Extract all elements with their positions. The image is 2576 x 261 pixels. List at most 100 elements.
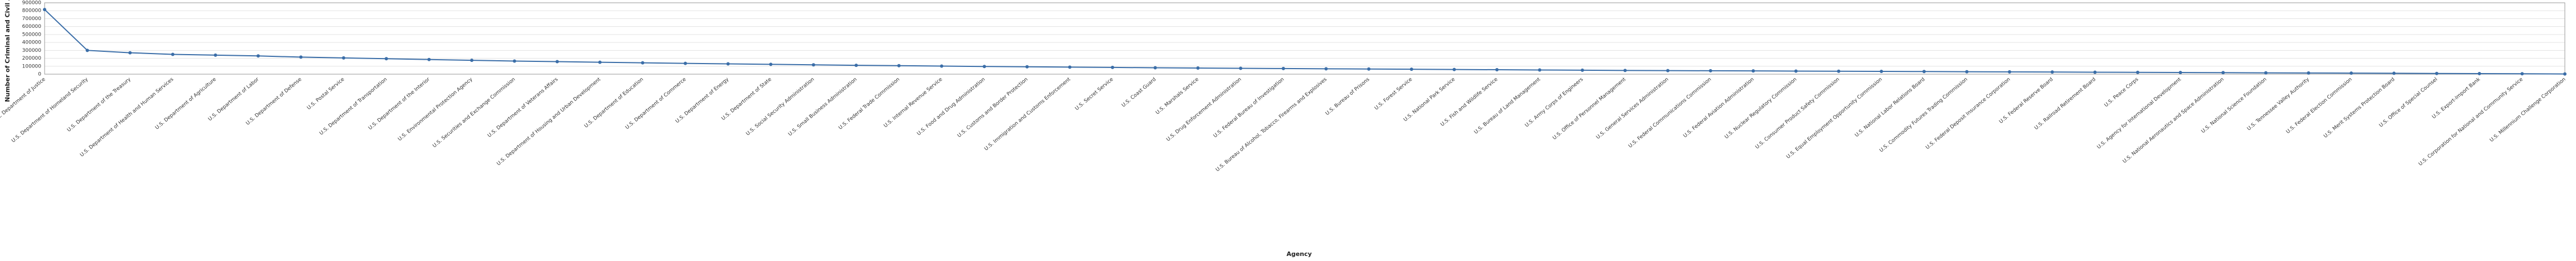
point — [2178, 71, 2182, 75]
point — [2435, 71, 2439, 75]
point — [2349, 71, 2353, 75]
y-tick-label: 200000 — [22, 56, 42, 61]
x-tick-label: U.S. Environmental Protection Agency — [397, 76, 474, 142]
x-tick-label: U.S. Federal Aviation Administration — [1683, 77, 1755, 139]
point — [1452, 67, 1456, 71]
point — [171, 52, 175, 56]
y-tick-label: 600000 — [22, 24, 42, 30]
point — [726, 62, 730, 66]
point — [598, 60, 602, 64]
point — [214, 53, 217, 57]
point — [2136, 70, 2139, 74]
x-tick-label: U.S. Postal Service — [306, 76, 346, 111]
point — [256, 54, 260, 58]
x-tick-label: U.S. Department of Veterans Affairs — [487, 76, 559, 138]
y-axis-label: Number of Criminal and Civil Actions — [4, 0, 11, 102]
point — [1837, 69, 1841, 73]
point — [2264, 71, 2268, 75]
point — [2008, 70, 2012, 74]
point — [684, 61, 687, 65]
x-tick-label: U.S. Millennium Challenge Corporation — [2489, 77, 2567, 143]
point — [1068, 65, 1072, 69]
x-tick-label: U.S. Marshals Service — [1155, 76, 1200, 115]
x-tick-label: U.S. Consumer Product Safety Commission — [1755, 77, 1841, 151]
point — [1794, 69, 1798, 73]
point — [1922, 70, 1926, 74]
point — [2477, 72, 2481, 76]
point — [1965, 70, 1969, 74]
point — [384, 57, 388, 61]
point — [2307, 71, 2311, 75]
point — [1196, 66, 1200, 70]
x-tick-label: U.S. Commodity Futures Trading Commissio… — [1878, 77, 1969, 154]
x-tick-label: U.S. Customs and Border Protection — [957, 77, 1029, 139]
y-tick-label: 300000 — [22, 48, 42, 54]
x-tick-label: U.S. Bureau of Land Management — [1473, 76, 1542, 135]
x-tick-label: U.S. Small Business Administration — [787, 77, 858, 138]
point — [1111, 65, 1115, 69]
point — [1239, 66, 1243, 70]
point — [641, 61, 645, 65]
point — [555, 60, 559, 64]
point — [2520, 72, 2524, 76]
x-tick-label: U.S. Nuclear Regulatory Commission — [1724, 77, 1798, 141]
point — [1324, 67, 1328, 71]
point — [811, 63, 815, 67]
y-tick-label: 0 — [38, 72, 41, 78]
x-tick-label: U.S. National Aeronautics and Space Admi… — [2122, 77, 2225, 165]
x-tick-label: U.S. Merit Systems Protection Board — [2323, 77, 2396, 139]
point — [85, 49, 89, 52]
x-tick-label: U.S. Department of Housing and Urban Dev… — [496, 76, 602, 167]
x-tick-label: U.S. Export-Import Bank — [2431, 76, 2481, 120]
point — [2563, 72, 2567, 76]
x-tick-label: U.S. Bureau of Prisons — [1325, 76, 1371, 117]
point — [1751, 69, 1755, 73]
point — [1367, 67, 1371, 71]
x-tick-label: U.S. General Services Administration — [1595, 77, 1670, 141]
point — [427, 57, 431, 61]
point — [299, 55, 303, 59]
x-tick-label: U.S. Federal Communications Commission — [1628, 77, 1712, 149]
point — [769, 62, 773, 66]
point — [2093, 70, 2097, 74]
point — [128, 51, 132, 55]
y-tick-label: 800000 — [22, 8, 42, 14]
series-line — [44, 9, 2565, 75]
point — [1410, 67, 1413, 71]
point — [1025, 65, 1029, 69]
x-tick-label: U.S. Agency for International Developmen… — [2096, 76, 2183, 150]
x-tick-label: U.S. Food and Drug Administration — [916, 77, 986, 137]
x-tick-label: U.S. Securities and Exchange Commission — [432, 77, 517, 149]
point — [1708, 69, 1712, 72]
point — [940, 64, 943, 68]
x-tick-label: U.S. Department of State — [720, 76, 773, 122]
point — [2221, 71, 2225, 75]
point — [1281, 66, 1285, 70]
point — [342, 56, 346, 60]
x-tick-label: U.S. Drug Enforcement Administration — [1165, 77, 1242, 143]
point — [1623, 69, 1627, 72]
point — [1538, 68, 1542, 72]
point — [470, 59, 474, 62]
x-tick-label: U.S. Equal Employment Opportunity Commis… — [1785, 77, 1883, 160]
point — [1495, 68, 1499, 72]
y-tick-label: 100000 — [22, 64, 42, 69]
y-tick-label: 500000 — [22, 32, 42, 37]
x-tick-label: U.S. Department of Transportation — [318, 77, 388, 137]
point — [512, 59, 516, 63]
point — [854, 64, 858, 67]
x-tick-label: U.S. Corporation for National and Commun… — [2418, 76, 2524, 167]
plot-frame — [44, 2, 2565, 75]
point — [897, 64, 901, 67]
x-tick-label: U.S. Federal Election Commission — [2286, 77, 2354, 135]
point — [2050, 70, 2054, 74]
x-axis-label: Agency — [1286, 250, 1311, 258]
x-tick-label: U.S. Department of Health and Human Serv… — [79, 76, 175, 158]
point — [43, 8, 46, 12]
y-tick-label: 700000 — [22, 16, 42, 22]
point — [1880, 70, 1883, 74]
point — [1580, 68, 1584, 72]
point — [982, 65, 986, 69]
x-tick-label: U.S. Federal Bureau of Investigation — [1213, 77, 1285, 139]
